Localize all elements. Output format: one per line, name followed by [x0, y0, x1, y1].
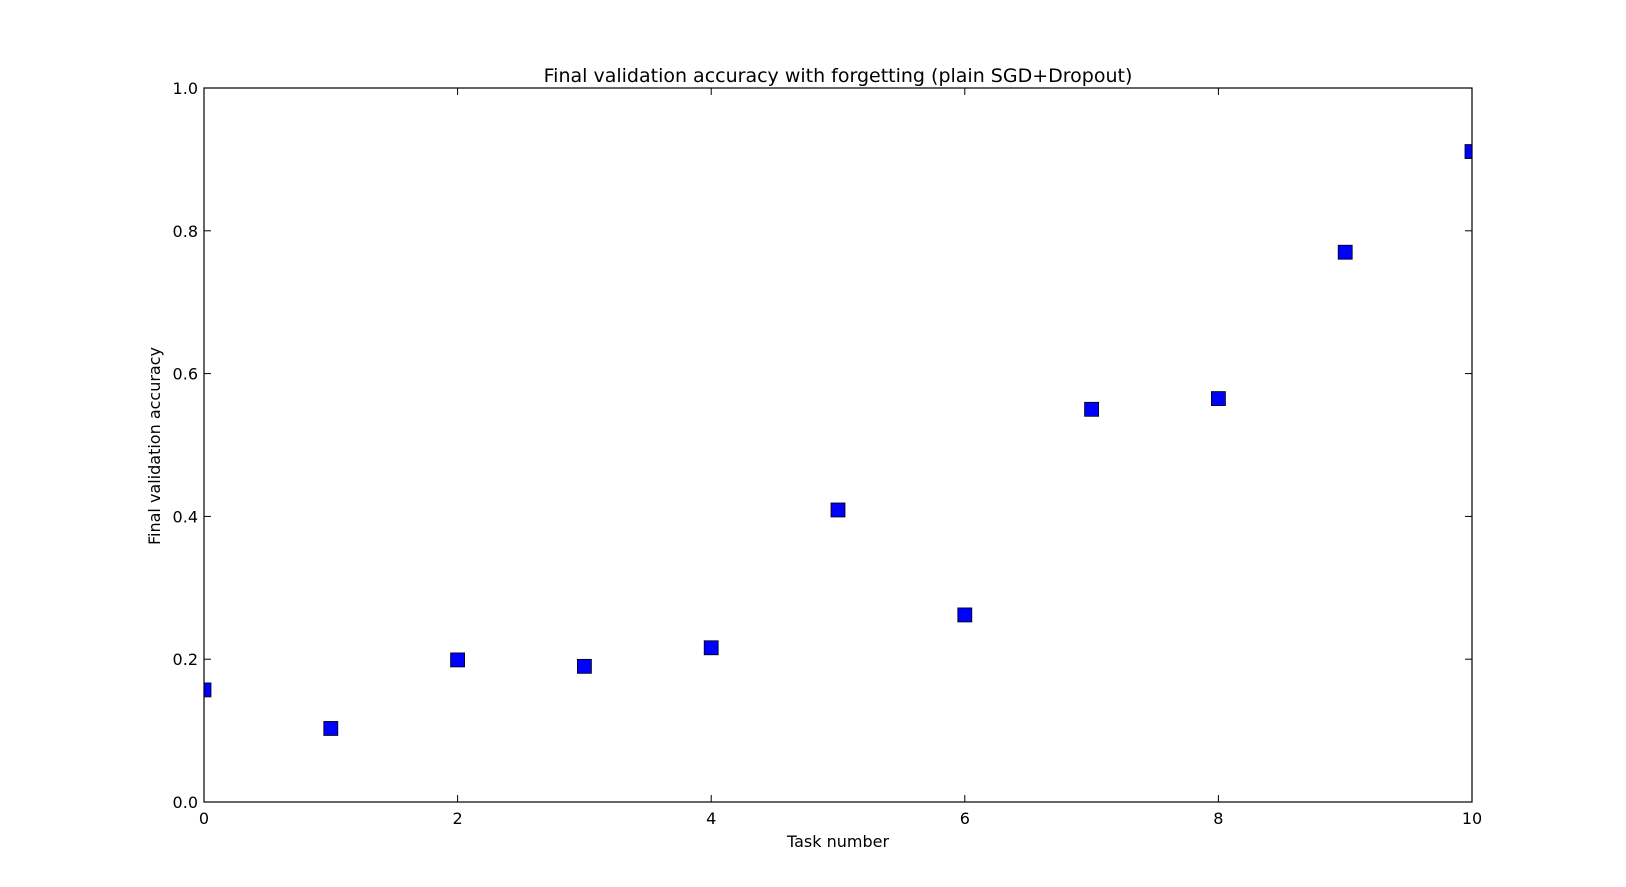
data-point	[204, 682, 212, 698]
data-points	[204, 144, 1472, 736]
x-axis-label: Task number	[786, 832, 889, 851]
data-point	[830, 502, 846, 518]
y-axis-ticks: 0.0 0.2 0.4 0.6 0.8 1.0	[173, 79, 1472, 812]
x-axis-ticks: 0 2 4 6 8 10	[199, 88, 1482, 828]
data-point	[1084, 401, 1099, 417]
y-axis-label: Final validation accuracy	[145, 347, 164, 545]
x-tick-label: 6	[960, 809, 970, 828]
plot-frame	[203, 87, 1473, 803]
data-point	[450, 652, 466, 668]
data-point	[703, 640, 719, 656]
y-tick-label: 1.0	[173, 79, 198, 98]
data-point	[1337, 244, 1353, 260]
data-point	[957, 607, 973, 623]
x-tick-label: 0	[199, 809, 209, 828]
x-tick-label: 10	[1462, 809, 1482, 828]
y-tick-label: 0.2	[173, 650, 198, 669]
y-tick-label: 0.8	[173, 222, 198, 241]
y-tick-label: 0.6	[173, 365, 198, 384]
chart-title: Final validation accuracy with forgettin…	[544, 65, 1133, 87]
data-point	[577, 658, 592, 674]
data-point	[1211, 391, 1226, 406]
data-point	[1464, 144, 1472, 159]
y-tick-label: 0.0	[173, 793, 198, 812]
y-tick-label: 0.4	[173, 507, 198, 526]
x-tick-label: 2	[453, 809, 463, 828]
data-point	[323, 721, 339, 736]
x-tick-label: 8	[1213, 809, 1223, 828]
x-tick-label: 4	[706, 809, 716, 828]
